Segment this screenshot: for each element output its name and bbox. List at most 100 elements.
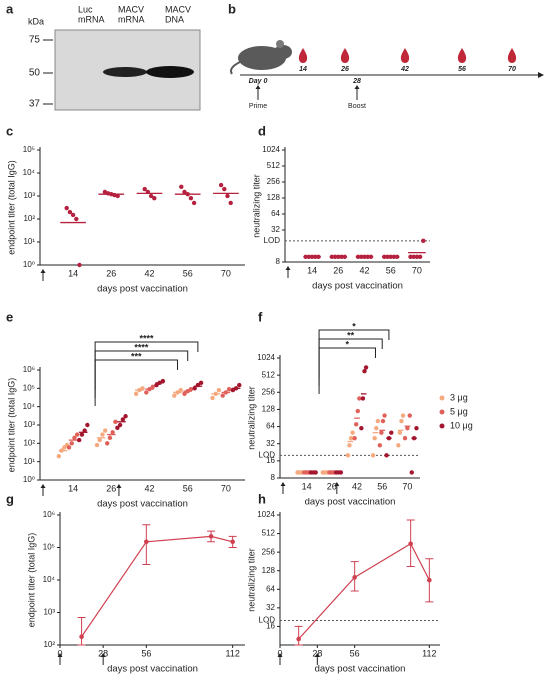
y-tick-label: 512 — [262, 529, 276, 538]
data-point — [97, 437, 102, 443]
kda-label: kDa — [28, 16, 44, 26]
y-tick-label: 10² — [23, 214, 35, 223]
y-tick-label: 10⁰ — [23, 475, 35, 484]
x-tick-label: 26 — [106, 268, 116, 278]
line — [298, 542, 430, 640]
data-point — [216, 387, 222, 393]
x-tick-label: 42 — [144, 268, 154, 278]
data-point — [188, 196, 194, 201]
data-point — [408, 254, 413, 260]
data-point — [94, 442, 100, 448]
y-tick-label: 512 — [262, 370, 276, 379]
data-point — [103, 428, 108, 433]
y-tick-label: 10³ — [23, 420, 35, 429]
error-bar — [294, 625, 303, 646]
data-point — [411, 254, 416, 260]
panel-letter: h — [258, 491, 266, 506]
data-point — [370, 453, 376, 458]
significance-bracket — [94, 359, 179, 406]
data-point — [70, 212, 76, 218]
data-point — [374, 425, 379, 431]
error-bar — [77, 617, 86, 646]
data-point — [172, 393, 177, 398]
data-point — [107, 435, 113, 441]
data-point — [192, 386, 197, 391]
x-tick-label: 56 — [350, 648, 360, 658]
legend-swatch — [439, 409, 445, 415]
data-point — [237, 382, 242, 388]
data-point — [154, 382, 159, 388]
x-tick-label: 42 — [144, 483, 154, 493]
data-point — [379, 430, 384, 435]
x-tick-label: 70 — [402, 481, 412, 491]
y-tick-label: 10⁵ — [23, 145, 35, 154]
significance-label: * — [352, 321, 356, 331]
lane-label: MACV — [165, 4, 191, 14]
bleed-day: 56 — [458, 66, 466, 73]
data-point — [208, 534, 214, 539]
x-tick-label: 42 — [352, 481, 362, 491]
x-tick-label: 56 — [377, 481, 387, 491]
lane-label: mRNA — [78, 14, 105, 24]
data-point — [230, 539, 235, 545]
x-axis-label: days post vaccination — [97, 284, 188, 295]
marker-label: 37 — [29, 99, 41, 110]
blood-drop — [400, 48, 410, 63]
data-point — [352, 435, 357, 441]
data-point — [115, 425, 120, 431]
dose-arrowhead — [334, 482, 340, 486]
y-tick-label: 256 — [267, 177, 281, 186]
data-point — [69, 441, 74, 446]
data-point — [296, 636, 301, 642]
data-point — [74, 216, 79, 222]
data-point — [72, 435, 77, 441]
mouse — [230, 40, 292, 75]
x-axis-label: days post vaccination — [97, 499, 188, 510]
y-tick-label: 1024 — [262, 145, 280, 154]
data-point — [113, 419, 118, 424]
line — [81, 535, 233, 638]
panel-letter: f — [258, 309, 263, 324]
data-point — [421, 238, 426, 244]
data-point — [79, 634, 84, 640]
dose-arrowhead — [255, 85, 261, 89]
data-point — [218, 182, 224, 188]
lod-label: LOD — [259, 616, 276, 625]
y-tick-label: 10⁴ — [23, 402, 36, 411]
y-tick-label: 10⁴ — [23, 168, 36, 177]
data-point — [375, 418, 381, 424]
x-tick-label: 14 — [302, 481, 312, 491]
data-point — [188, 386, 194, 392]
data-point — [210, 395, 215, 401]
data-point — [389, 430, 394, 435]
y-tick-label: 32 — [266, 439, 275, 448]
dose-arrowhead — [354, 85, 360, 89]
data-point — [228, 200, 233, 206]
data-point — [352, 575, 357, 580]
timeline-arrowhead — [538, 72, 544, 78]
data-point — [198, 380, 204, 386]
lod-label: LOD — [259, 450, 276, 459]
data-point — [427, 577, 432, 583]
data-point — [74, 432, 80, 437]
y-axis-label: neutralizing titer — [246, 548, 256, 612]
lane-label: mRNA — [118, 14, 145, 24]
data-point — [150, 384, 155, 390]
y-tick-label: 256 — [262, 387, 276, 396]
legend-swatch — [439, 395, 445, 401]
panel-letter: a — [6, 1, 14, 16]
data-point — [384, 453, 389, 458]
data-point — [359, 425, 364, 431]
dose-label: Prime — [249, 103, 267, 110]
y-tick-label: 10⁵ — [23, 383, 35, 392]
data-point — [115, 193, 120, 199]
x-axis-label: days post vaccination — [315, 664, 406, 675]
y-tick-label: 10² — [23, 438, 35, 447]
y-axis-label: endpoint titer (total IgG) — [6, 378, 16, 473]
data-point — [191, 200, 197, 206]
x-tick-label: 14 — [307, 265, 317, 275]
blot-band — [146, 66, 194, 78]
data-point — [414, 254, 420, 260]
y-tick-label: 32 — [271, 225, 280, 234]
x-tick-label: 26 — [327, 481, 337, 491]
